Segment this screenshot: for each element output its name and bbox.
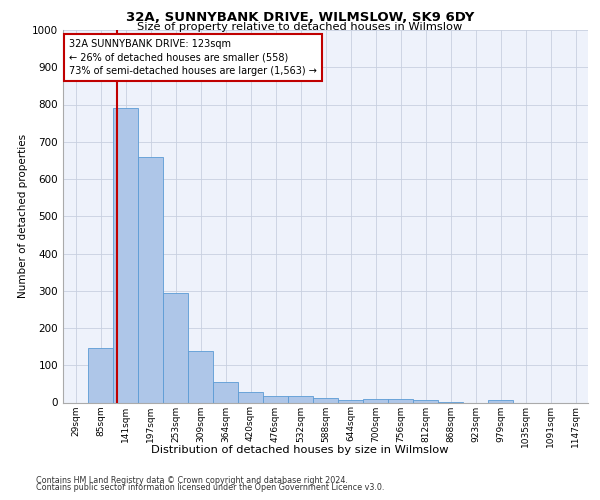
Bar [388,399,413,402]
Bar [88,348,113,403]
Bar [413,400,438,402]
Bar [113,108,138,403]
Bar [138,156,163,402]
Bar [288,396,313,402]
Text: 32A, SUNNYBANK DRIVE, WILMSLOW, SK9 6DY: 32A, SUNNYBANK DRIVE, WILMSLOW, SK9 6DY [126,11,474,24]
Y-axis label: Number of detached properties: Number of detached properties [18,134,28,298]
Bar [263,396,288,402]
Text: Size of property relative to detached houses in Wilmslow: Size of property relative to detached ho… [137,22,463,32]
Bar [163,292,188,403]
Bar [238,392,263,402]
Text: 32A SUNNYBANK DRIVE: 123sqm
← 26% of detached houses are smaller (558)
73% of se: 32A SUNNYBANK DRIVE: 123sqm ← 26% of det… [70,40,317,76]
Text: Distribution of detached houses by size in Wilmslow: Distribution of detached houses by size … [151,445,449,455]
Bar [188,351,213,403]
Bar [488,400,513,402]
Text: Contains HM Land Registry data © Crown copyright and database right 2024.: Contains HM Land Registry data © Crown c… [36,476,348,485]
Bar [363,399,388,402]
Bar [213,382,238,402]
Bar [313,398,338,402]
Text: Contains public sector information licensed under the Open Government Licence v3: Contains public sector information licen… [36,484,385,492]
Bar [338,400,363,402]
